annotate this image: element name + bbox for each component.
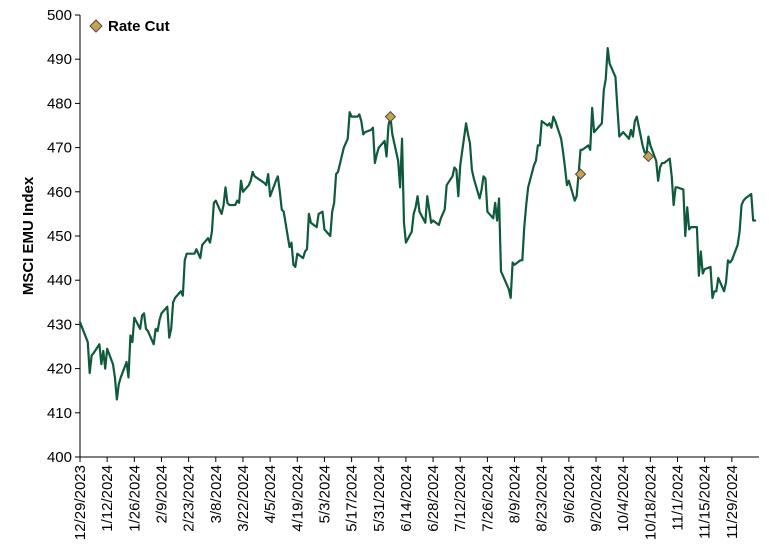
legend-label: Rate Cut <box>108 18 170 35</box>
y-axis-ticks: 400 410 420 430 440 450 460 470 480 490 500 <box>47 7 80 466</box>
y-axis-title: MSCI EMU Index <box>20 176 37 295</box>
x-tick-label: 3/8/2024 <box>208 465 225 523</box>
x-axis-ticks: 12/29/2023 1/12/2024 1/26/2024 2/9/2024 2/23… <box>72 457 741 540</box>
x-tick-label: 10/18/2024 <box>642 465 659 540</box>
legend-diamond-icon <box>89 19 103 33</box>
x-tick-label: 5/3/2024 <box>316 465 333 523</box>
y-tick-label: 490 <box>47 51 72 68</box>
x-tick-label: 4/5/2024 <box>262 465 279 523</box>
x-tick-label: 11/15/2024 <box>697 465 714 539</box>
rate-cut-markers <box>384 110 655 180</box>
x-tick-label: 3/22/2024 <box>235 465 252 532</box>
x-tick-label: 4/19/2024 <box>289 465 306 532</box>
rate-cut-marker <box>574 168 587 180</box>
y-tick-label: 420 <box>47 361 72 378</box>
y-tick-label: 400 <box>47 449 72 466</box>
y-tick-label: 460 <box>47 184 72 201</box>
series-line-msci-emu <box>78 47 757 401</box>
x-tick-label: 9/6/2024 <box>561 465 578 523</box>
rate-cut-marker <box>642 150 655 163</box>
x-tick-label: 5/31/2024 <box>371 465 388 532</box>
y-tick-label: 450 <box>47 228 72 245</box>
x-tick-label: 2/23/2024 <box>181 465 198 532</box>
x-tick-label: 10/4/2024 <box>615 465 632 532</box>
y-tick-label: 440 <box>47 272 72 289</box>
y-tick-label: 500 <box>47 7 72 24</box>
x-tick-label: 8/23/2024 <box>534 465 551 532</box>
x-tick-label: 11/1/2024 <box>670 465 687 531</box>
x-tick-label: 8/9/2024 <box>507 465 524 523</box>
x-tick-label: 7/12/2024 <box>452 465 469 532</box>
x-tick-label: 6/14/2024 <box>398 465 415 532</box>
x-tick-label: 1/26/2024 <box>126 465 143 532</box>
x-tick-label: 1/12/2024 <box>99 465 116 532</box>
y-tick-label: 480 <box>47 95 72 112</box>
x-tick-label: 6/28/2024 <box>425 465 442 532</box>
legend: Rate Cut <box>89 18 170 35</box>
x-tick-label: 2/9/2024 <box>153 465 170 523</box>
x-tick-label: 5/17/2024 <box>344 465 361 532</box>
y-tick-label: 470 <box>47 140 72 157</box>
x-tick-label: 9/20/2024 <box>588 465 605 532</box>
x-tick-label: 7/26/2024 <box>479 465 496 532</box>
y-tick-label: 410 <box>47 405 72 422</box>
x-tick-label: 11/29/2024 <box>724 465 741 539</box>
y-tick-label: 430 <box>47 316 72 333</box>
x-tick-label: 12/29/2023 <box>72 465 89 540</box>
rate-cut-marker <box>384 110 397 123</box>
